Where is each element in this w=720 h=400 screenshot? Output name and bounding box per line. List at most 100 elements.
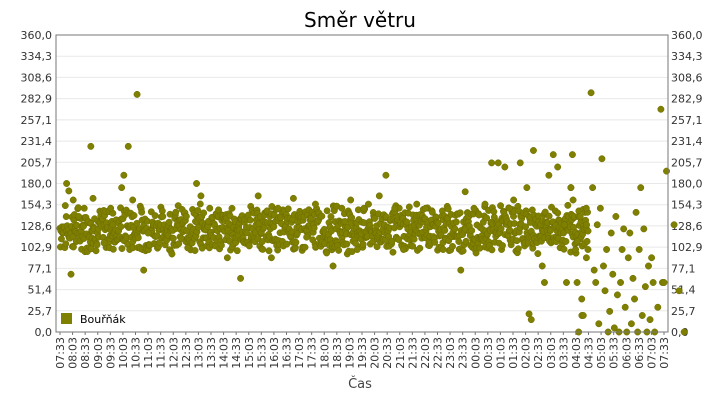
- x-axis: 07:33 08:03 08:33 09:03 09:33 10:03 10:33 11:03…: [54, 332, 671, 369]
- data-point: [583, 237, 591, 245]
- data-point: [514, 245, 522, 253]
- data-point: [579, 312, 587, 319]
- data-point: [318, 212, 326, 220]
- x-tick-label: 14:33: [230, 337, 243, 369]
- data-point: [649, 279, 657, 286]
- data-point: [327, 213, 335, 221]
- data-point: [626, 229, 634, 237]
- x-axis-label: Čas: [348, 376, 372, 392]
- x-tick-label: 11:33: [155, 337, 168, 369]
- data-point: [501, 163, 509, 171]
- data-point: [541, 279, 548, 286]
- data-point: [648, 254, 656, 262]
- data-point: [405, 203, 413, 211]
- x-tick-label: 00:03: [469, 337, 482, 369]
- data-point: [353, 246, 361, 253]
- data-point: [138, 208, 146, 216]
- data-point: [584, 246, 592, 253]
- x-tick-label: 23:03: [444, 337, 457, 369]
- y-tick-label: 231,4: [21, 135, 53, 148]
- x-tick-label: 08:03: [67, 337, 80, 369]
- data-point: [549, 151, 557, 159]
- data-point: [431, 238, 439, 246]
- data-point: [215, 206, 223, 214]
- x-tick-label: 01:33: [507, 337, 520, 369]
- data-point: [124, 142, 132, 150]
- y-tick-label: 25,7: [28, 305, 53, 318]
- data-point: [109, 221, 117, 229]
- data-point: [613, 291, 621, 299]
- y-tick-label: 205,7: [21, 156, 53, 169]
- data-point: [65, 187, 73, 195]
- data-point: [395, 236, 403, 244]
- data-point: [343, 240, 351, 248]
- y-axis-label: °: [0, 183, 10, 190]
- data-point: [572, 246, 579, 253]
- x-tick-label: 11:03: [142, 337, 155, 369]
- x-tick-label: 06:03: [620, 337, 633, 369]
- y-tick-label-right: 257,1: [671, 114, 703, 127]
- data-point: [133, 219, 141, 227]
- y-tick-label: 128,6: [21, 220, 53, 233]
- data-point: [562, 237, 570, 245]
- data-point: [80, 204, 88, 212]
- y-tick-label-right: 360,0: [671, 29, 703, 42]
- y-tick-label: 180,0: [21, 178, 53, 191]
- data-point: [75, 213, 83, 220]
- data-point: [323, 249, 331, 257]
- data-point: [129, 196, 137, 204]
- data-point: [191, 247, 199, 254]
- data-point: [70, 243, 77, 251]
- data-point: [109, 245, 117, 253]
- data-point: [459, 247, 467, 255]
- data-point: [228, 204, 236, 212]
- data-point: [133, 90, 141, 98]
- data-point: [223, 254, 231, 262]
- data-point: [583, 221, 591, 229]
- data-point: [607, 229, 615, 237]
- data-point: [505, 204, 513, 212]
- data-point: [560, 221, 568, 229]
- data-point: [311, 200, 319, 208]
- data-point: [206, 204, 214, 212]
- data-point: [391, 204, 399, 212]
- data-point: [468, 227, 476, 235]
- y-axis-right: 0,025,751,477,1102,9128,6154,3180,0205,7…: [671, 29, 703, 339]
- data-point: [578, 295, 586, 303]
- data-point: [89, 194, 97, 202]
- data-point: [462, 237, 470, 245]
- data-point: [197, 192, 205, 200]
- data-point: [172, 208, 180, 216]
- legend: Bouřňák: [61, 313, 126, 326]
- data-point: [568, 151, 576, 159]
- data-point: [523, 184, 531, 192]
- data-point: [483, 214, 491, 222]
- y-tick-label-right: 205,7: [671, 156, 703, 169]
- x-tick-label: 20:33: [381, 337, 394, 369]
- x-tick-label: 15:33: [255, 337, 268, 369]
- data-point: [107, 204, 115, 212]
- data-point: [593, 221, 601, 229]
- data-point: [663, 167, 670, 175]
- data-point: [584, 227, 592, 235]
- y-tick-label-right: 231,4: [671, 135, 703, 148]
- data-points: [56, 89, 688, 336]
- data-point: [118, 184, 126, 192]
- data-point: [587, 89, 595, 97]
- x-tick-label: 07:33: [658, 337, 671, 369]
- data-point: [452, 218, 460, 226]
- data-point: [292, 238, 300, 246]
- data-point: [631, 295, 638, 303]
- x-tick-label: 09:33: [104, 337, 117, 369]
- data-point: [457, 266, 465, 274]
- x-tick-label: 18:33: [331, 337, 344, 369]
- y-tick-label: 0,0: [35, 326, 53, 339]
- data-point: [130, 212, 138, 219]
- data-point: [632, 208, 640, 216]
- data-point: [274, 204, 282, 212]
- data-point: [422, 204, 429, 212]
- x-tick-label: 05:33: [608, 337, 621, 369]
- data-point: [200, 209, 208, 217]
- y-tick-label-right: 154,3: [671, 199, 703, 212]
- data-point: [267, 254, 275, 262]
